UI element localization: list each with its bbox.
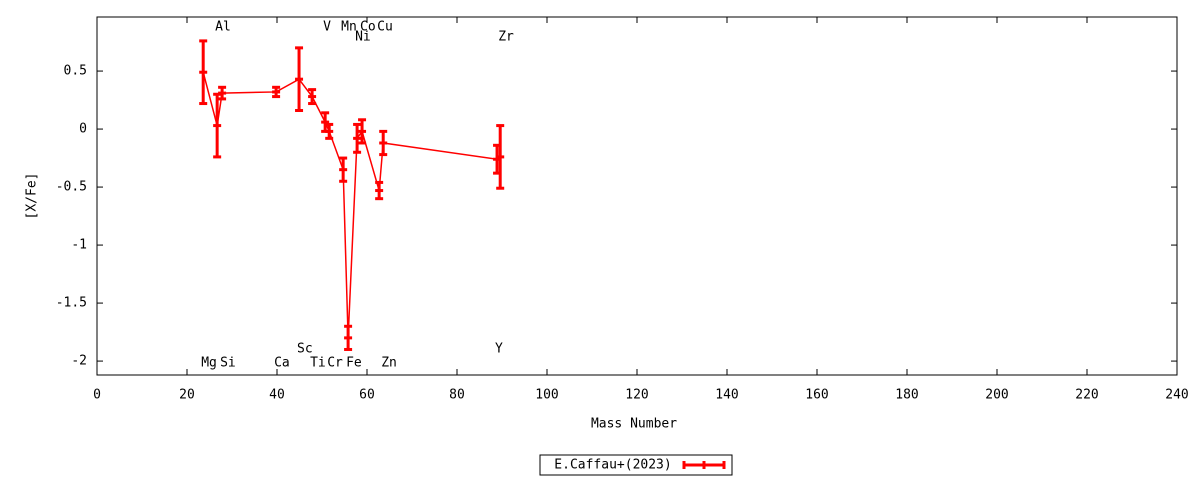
error-bar [375, 180, 384, 201]
element-label: Ni [355, 30, 371, 45]
x-tick-label: 140 [715, 388, 738, 403]
element-label: Cu [377, 20, 393, 35]
element-label: Cr [327, 356, 343, 371]
element-label: Ti [310, 356, 326, 371]
x-tick-label: 100 [535, 388, 558, 403]
error-bar [344, 324, 353, 351]
element-label: Al [215, 20, 231, 35]
error-bar [379, 129, 388, 157]
element-label: Zr [498, 30, 514, 45]
element-label: Zn [381, 356, 397, 371]
element-label: Mg [201, 356, 217, 371]
error-bar [358, 118, 367, 145]
x-axis-label: Mass Number [591, 417, 677, 432]
plot-frame [96, 16, 1178, 376]
element-label: Y [495, 342, 503, 357]
legend-label: E.Caffau+(2023) [554, 458, 671, 473]
x-tick-label: 20 [179, 388, 195, 403]
x-tick-label: 180 [895, 388, 918, 403]
element-label: Si [220, 356, 236, 371]
error-bar [353, 122, 362, 154]
element-label: Ca [274, 356, 290, 371]
y-tick-label: -0.5 [56, 180, 87, 195]
y-tick-label: -1 [71, 238, 87, 253]
element-label: Mn [341, 20, 357, 35]
y-tick-label: 0.5 [64, 64, 87, 79]
error-bar [272, 85, 281, 99]
error-bar [199, 39, 208, 106]
x-tick-label: 0 [93, 388, 101, 403]
error-bar [496, 124, 505, 190]
x-tick-label: 240 [1165, 388, 1188, 403]
legend-box [539, 454, 733, 476]
error-bar [339, 156, 348, 183]
element-label: Fe [346, 356, 362, 371]
x-tick-label: 220 [1075, 388, 1098, 403]
x-tick-label: 120 [625, 388, 648, 403]
y-tick-label: -2 [71, 354, 87, 369]
y-axis-label: [X/Fe] [25, 173, 40, 220]
error-bar [295, 46, 304, 113]
series-line [202, 72, 501, 338]
x-tick-label: 200 [985, 388, 1008, 403]
element-label: Sc [297, 342, 313, 357]
element-label: V [323, 20, 331, 35]
x-tick-label: 60 [359, 388, 375, 403]
error-bar [308, 88, 317, 106]
x-tick-label: 160 [805, 388, 828, 403]
error-bar [218, 85, 227, 101]
error-bar [325, 122, 334, 140]
x-tick-label: 40 [269, 388, 285, 403]
x-tick-label: 80 [449, 388, 465, 403]
element-label: Co [360, 20, 376, 35]
y-tick-label: 0 [79, 122, 87, 137]
y-tick-label: -1.5 [56, 296, 87, 311]
